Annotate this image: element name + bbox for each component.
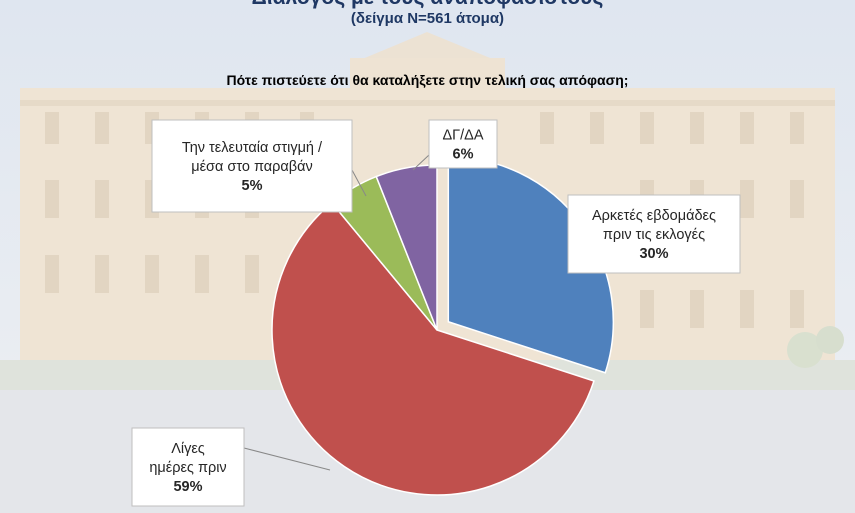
data-label-box-1: [567, 194, 741, 274]
leader-line-4: [412, 154, 430, 171]
sample-size-subtitle: (δείγμα N=561 άτομα): [350, 10, 505, 27]
slice-percent-label-2: 59%: [173, 479, 202, 495]
slice-category-label-2: Λίγες: [171, 441, 205, 457]
slice-percent-label-3: 5%: [242, 178, 263, 194]
chart-title: Πότε πιστεύετε ότι θα καταλήξετε στην τε…: [226, 72, 629, 88]
slice-category-label-1: Αρκετές εβδομάδες: [592, 208, 716, 224]
leader-line-2: [243, 447, 331, 471]
slice-category-label-1: πριν τις εκλογές: [603, 227, 705, 243]
slice-category-label-4: ΔΓ/ΔΑ: [442, 128, 483, 144]
pie-slice-2: [271, 201, 595, 496]
slice-category-label-2: ημέρες πριν: [149, 460, 226, 476]
slice-percent-label-1: 30%: [639, 246, 668, 262]
data-label-box-3: [151, 119, 353, 213]
slice-category-label-3: μέσα στο παραβάν: [191, 159, 313, 175]
slice-percent-label-4: 6%: [453, 147, 474, 163]
slice-category-label-3: Την τελευταία στιγμή /: [182, 140, 323, 156]
slide-title: Διάλογος με τους αναποφάσιστους: [0, 0, 855, 10]
leader-line-3: [351, 169, 367, 197]
data-label-box-2: [131, 427, 245, 507]
data-label-box-4: [428, 119, 498, 169]
